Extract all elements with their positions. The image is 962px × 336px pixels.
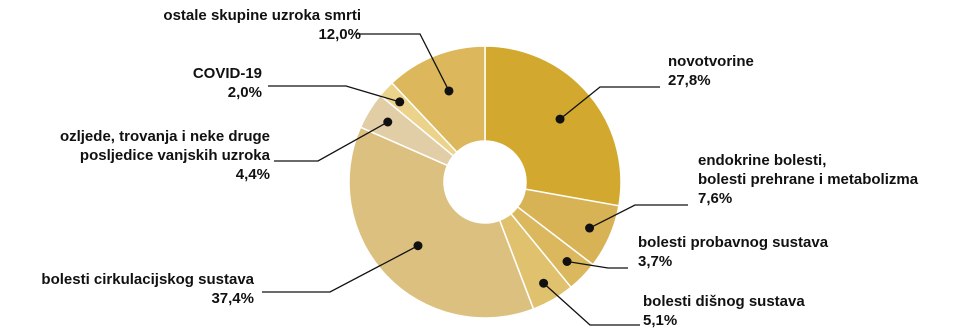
slice-label-7: ostale skupine uzroka smrti 12,0%: [163, 7, 361, 43]
slice-label-0: novotvorine 27,8%: [668, 53, 754, 89]
slice-name: bolesti dišnog sustava: [643, 293, 805, 310]
slice-label-3: bolesti dišnog sustava 5,1%: [643, 293, 805, 329]
slice-label-5: ozljede, trovanja i neke druge posljedice…: [60, 128, 271, 183]
slice-value: 37,4%: [211, 290, 254, 307]
slice-value: 2,0%: [228, 84, 262, 101]
slice-4: [348, 126, 535, 319]
leader-dot-6: [395, 97, 405, 107]
leader-dot-0: [555, 114, 565, 124]
leader-dot-7: [444, 86, 454, 96]
leader-line-7: [356, 33, 450, 92]
slice-labels: novotvorine 27,8% endokrine bolesti, bolest…: [41, 7, 918, 329]
leader-dot-2: [562, 257, 572, 267]
leader-line-2: [566, 260, 628, 269]
leader-dot-3: [539, 278, 549, 288]
slice-label-1: endokrine bolesti, bolesti prehrane i met…: [698, 152, 919, 207]
leader-line-3: [543, 282, 640, 326]
slice-0: [484, 45, 622, 207]
slice-name: ozljede, trovanja i neke druge: [60, 128, 270, 145]
leader-dot-5: [383, 117, 393, 127]
slice-name: bolesti probavnog sustava: [638, 234, 829, 251]
slice-name: endokrine bolesti,: [698, 152, 826, 169]
slice-value: 4,4%: [236, 166, 270, 183]
slice-name: bolesti prehrane i metabolizma: [698, 171, 919, 188]
leader-line-4: [262, 245, 419, 293]
donut-slices: [348, 45, 622, 319]
slice-7: [390, 45, 486, 154]
slice-label-2: bolesti probavnog sustava 3,7%: [638, 234, 829, 270]
slice-name: posljedice vanjskih uzroka: [80, 147, 271, 164]
slice-value: 27,8%: [668, 72, 711, 89]
slice-value: 7,6%: [698, 190, 732, 207]
leader-lines: [262, 33, 688, 326]
slice-value: 12,0%: [318, 26, 361, 43]
leader-dot-1: [585, 223, 595, 233]
slice-name: novotvorine: [668, 53, 754, 70]
slice-value: 3,7%: [638, 253, 672, 270]
slice-name: bolesti cirkulacijskog sustava: [41, 271, 254, 288]
leader-dot-4: [413, 241, 423, 251]
slice-value: 5,1%: [643, 312, 677, 329]
leader-line-0: [559, 86, 660, 120]
leader-line-1: [589, 204, 688, 229]
slice-name: COVID-19: [193, 65, 262, 82]
leader-line-5: [274, 121, 389, 162]
slice-name: ostale skupine uzroka smrti: [163, 7, 361, 24]
slice-label-6: COVID-19 2,0%: [193, 65, 262, 101]
leader-line-6: [268, 85, 400, 103]
slice-label-4: bolesti cirkulacijskog sustava 37,4%: [41, 271, 254, 307]
